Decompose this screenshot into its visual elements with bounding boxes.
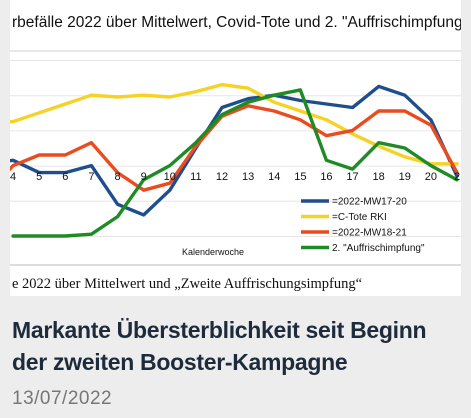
x-tick-label: 15 xyxy=(294,171,306,183)
article-headline[interactable]: Markante Übersterblichkeit seit Beginn d… xyxy=(12,317,427,375)
series-line-2 xyxy=(10,82,459,166)
chart-title: rbefälle 2022 über Mittelwert, Covid-Tot… xyxy=(12,14,461,31)
legend-label: 2. "Auffrischimpfung" xyxy=(332,243,425,254)
x-tick-label: 16 xyxy=(320,171,332,183)
legend-label: =2022-MW18-21 xyxy=(332,228,407,239)
x-tick-label: 14 xyxy=(268,171,280,183)
series-line-4 xyxy=(11,88,459,238)
x-tick-label: 18 xyxy=(373,171,385,183)
x-tick-label: 6 xyxy=(62,171,68,183)
x-tick-label: 5 xyxy=(36,171,42,183)
x-tick-label: 10 xyxy=(164,171,176,183)
x-tick-labels: 4 5 6 7 8 9 10 11 12 13 14 15 16 17 18 19 20 2 xyxy=(10,171,460,183)
x-tick-label: 9 xyxy=(141,171,147,183)
legend: =2022-MW17-20 =C-Tote RKI =2022-MW18-21 2. … xyxy=(301,197,425,254)
x-tick-label: 11 xyxy=(190,171,201,183)
x-tick-label: 4 xyxy=(10,171,16,183)
x-tick-label: 8 xyxy=(114,171,120,183)
legend-label: =2022-MW17-20 xyxy=(332,197,407,208)
x-tick-label: 19 xyxy=(399,171,411,183)
x-tick-label: 7 xyxy=(88,171,94,183)
series-line-1 xyxy=(10,84,459,217)
x-axis-label: Kalenderwoche xyxy=(182,247,244,257)
image-caption: e 2022 über Mittelwert und „Zweite Auffr… xyxy=(12,276,362,292)
x-tick-label: 13 xyxy=(242,171,254,183)
x-tick-label: 17 xyxy=(346,171,358,183)
legend-label: =C-Tote RKI xyxy=(332,212,387,223)
x-tick-label: 2 xyxy=(454,171,460,183)
series-group xyxy=(10,82,459,238)
chart: rbefälle 2022 über Mittelwert, Covid-Tot… xyxy=(10,14,461,292)
article-date: 13/07/2022 xyxy=(12,388,113,409)
article-thumbnail[interactable]: rbefälle 2022 über Mittelwert, Covid-Tot… xyxy=(10,0,461,296)
x-tick-label: 20 xyxy=(425,171,437,183)
x-tick-label: 12 xyxy=(216,171,228,183)
